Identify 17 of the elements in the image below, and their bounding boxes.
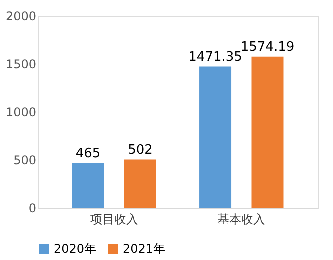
bar [72, 163, 104, 208]
y-tick-label: 0 [28, 202, 36, 216]
data-label: 502 [128, 142, 153, 158]
data-label: 1574.19 [240, 40, 295, 55]
bar [124, 160, 156, 208]
data-label: 465 [76, 146, 101, 162]
legend-label: 2021年 [123, 242, 166, 256]
bar [200, 66, 232, 208]
data-label: 1471.35 [188, 50, 242, 65]
y-tick-label: 500 [14, 154, 36, 168]
y-tick-label: 1500 [6, 58, 36, 72]
y-tick-label: 2000 [6, 10, 36, 24]
x-tick-label: 项目收入 [90, 212, 138, 226]
legend-label: 2020年 [54, 242, 97, 256]
y-tick-label: 1000 [6, 106, 36, 120]
bar [252, 56, 284, 208]
x-tick-label: 基本收入 [218, 212, 266, 226]
